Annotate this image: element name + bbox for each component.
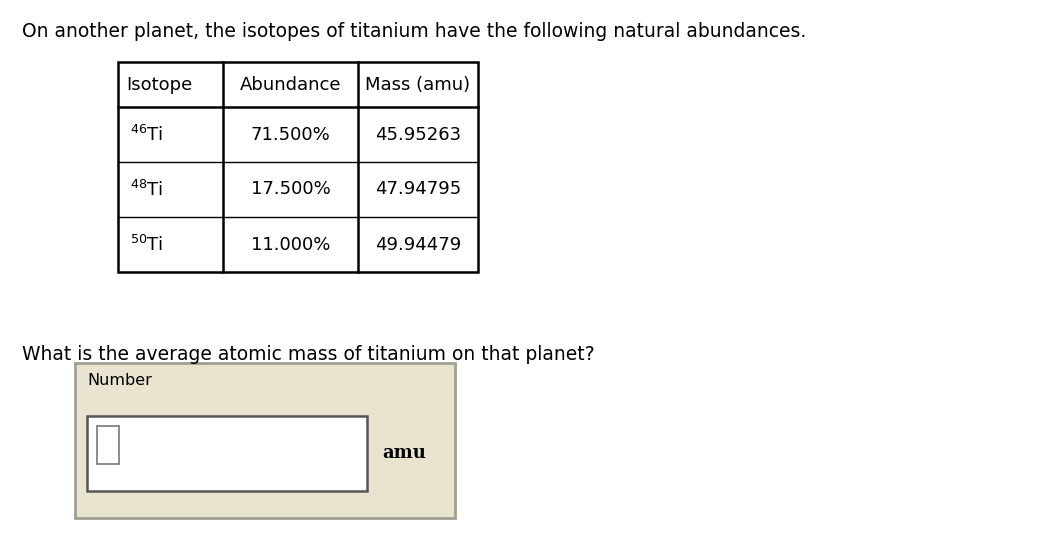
Text: amu: amu [382, 444, 426, 463]
Text: On another planet, the isotopes of titanium have the following natural abundance: On another planet, the isotopes of titan… [22, 22, 807, 41]
Text: 17.500%: 17.500% [251, 180, 331, 199]
Text: 45.95263: 45.95263 [375, 125, 461, 144]
Text: 47.94795: 47.94795 [375, 180, 461, 199]
Text: 71.500%: 71.500% [251, 125, 331, 144]
Text: 49.94479: 49.94479 [375, 235, 461, 254]
Bar [97, 426, 119, 464]
Bar [118, 62, 478, 272]
Text: Mass (amu): Mass (amu) [365, 75, 470, 94]
Text: What is the average atomic mass of titanium on that planet?: What is the average atomic mass of titan… [22, 345, 595, 364]
Text: Number: Number [87, 373, 152, 388]
Text: Isotope: Isotope [126, 75, 193, 94]
Text: $^{50}$Ti: $^{50}$Ti [130, 234, 163, 255]
Bar [87, 416, 367, 491]
Text: $^{48}$Ti: $^{48}$Ti [130, 179, 163, 200]
Bar [74, 363, 455, 518]
Text: Abundance: Abundance [239, 75, 342, 94]
Text: 11.000%: 11.000% [251, 235, 330, 254]
Text: $^{46}$Ti: $^{46}$Ti [130, 124, 163, 145]
